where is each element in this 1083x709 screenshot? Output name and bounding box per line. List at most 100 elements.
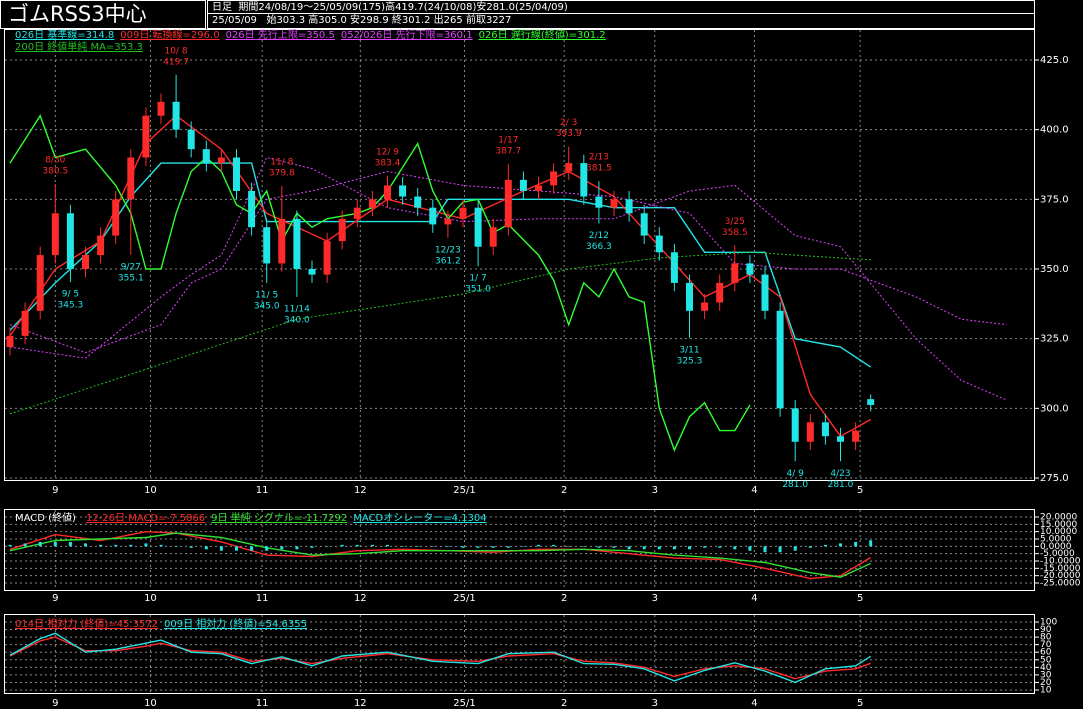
oscillator-bar (84, 543, 87, 547)
legend-entry: 026日 基準線=314.8 (15, 28, 114, 41)
candle-body (142, 115, 150, 158)
annotation-date: 12/23 (435, 245, 461, 255)
annotation-value: 393.9 (556, 129, 582, 139)
oscillator-bar (733, 546, 737, 550)
macd-panel-frame (4, 509, 1035, 591)
y-tick-label: 15.0000 (1040, 520, 1077, 530)
x-tick-label: 3 (652, 485, 658, 496)
y-tick-label: -20.0000 (1040, 571, 1081, 581)
y-tick-label: 0.0000 (1040, 542, 1072, 552)
x-tick-label: 12 (354, 485, 367, 496)
oscillator-bar (567, 546, 571, 547)
oscillator-bar (129, 544, 133, 547)
candle-body (761, 274, 769, 311)
candle-body (82, 255, 89, 269)
oscillator-bar (839, 543, 842, 547)
candle-body (157, 101, 165, 116)
oscillator-bar (869, 540, 873, 547)
annotation-date: 2/12 (589, 231, 609, 241)
candle-body (686, 282, 693, 311)
chart-title: ゴムRSS3中心 (8, 2, 147, 26)
annotation-date: 4/23 (830, 469, 850, 479)
oscillator-bar (703, 546, 707, 548)
oscillator-bar (38, 541, 42, 547)
candle-body (66, 213, 74, 269)
annotation-date: 2/13 (589, 153, 609, 163)
y-tick-label: -5.0000 (1040, 549, 1075, 559)
candle-body (504, 179, 512, 228)
oscillator-bar (219, 546, 223, 551)
oscillator-bar (325, 546, 329, 547)
oscillator-bar (657, 546, 661, 550)
y-tick-label: 10 (1040, 686, 1052, 696)
series-line (9, 170, 1007, 354)
annotation-value: 379.8 (269, 168, 295, 178)
legend-entry: 026日 遅行線(終値)=301.2 (479, 28, 606, 41)
candle-body (474, 207, 482, 247)
candle-body (6, 335, 14, 348)
annotation-date: 9/27 (121, 262, 141, 272)
annotation-date: 12/ 9 (376, 147, 399, 157)
candle-body (565, 163, 573, 172)
legend-entry: 009日 相対力 (終値)=54.6355 (164, 617, 307, 630)
oscillator-bar (672, 546, 676, 550)
x-tick-label: 5 (857, 485, 863, 496)
oscillator-bar (748, 546, 752, 551)
candle-body (414, 196, 422, 208)
x-tick-label: 4 (751, 698, 757, 709)
y-tick-label: 70 (1040, 640, 1052, 650)
candle-body (202, 149, 210, 164)
x-tick-label: 25/1 (453, 593, 475, 604)
annotation-value: 281.0 (782, 480, 808, 490)
x-tick-label: 25/1 (453, 698, 475, 709)
oscillator-bar (582, 546, 586, 547)
oscillator-bar (204, 546, 208, 550)
x-tick-label: 2 (561, 485, 567, 496)
annotation-value: 345.3 (58, 301, 84, 311)
x-tick-label: 2 (561, 698, 567, 709)
candle-body (368, 199, 376, 208)
legend-entry: 009日 転換線=296.0 (120, 28, 219, 41)
annotation-date: 11/14 (284, 304, 310, 314)
annotation-value: 351.0 (465, 285, 491, 295)
oscillator-bar (823, 544, 827, 547)
oscillator-bar (431, 546, 435, 547)
annotation-value: 281.0 (828, 480, 854, 490)
oscillator-bar (280, 546, 284, 550)
oscillator-bar (461, 546, 465, 548)
x-tick-label: 4 (751, 593, 757, 604)
candle-body (172, 101, 180, 130)
x-tick-label: 3 (652, 698, 658, 709)
candle-body (429, 207, 437, 225)
y-tick-label: 30 (1040, 670, 1052, 680)
candle-body (716, 282, 724, 303)
annotation-date: 9/ 5 (62, 290, 79, 300)
y-tick-label: 90 (1040, 625, 1052, 635)
candle-body (806, 422, 814, 442)
candle-body (399, 185, 407, 197)
annotation-date: 11/ 8 (270, 157, 293, 167)
annotation-value: 387.7 (495, 146, 521, 156)
candle-body (670, 252, 678, 283)
x-tick-label: 9 (52, 485, 58, 496)
x-tick-label: 2 (561, 593, 567, 604)
candle-body (263, 227, 271, 264)
oscillator-bar (340, 544, 344, 547)
candle-body (550, 171, 558, 186)
candle-body (308, 269, 316, 275)
annotation-date: 2/ 3 (560, 118, 577, 128)
y-tick-label: 60 (1040, 648, 1052, 658)
y-tick-label: 275.0 (1040, 473, 1069, 484)
oscillator-bar (401, 546, 405, 547)
candle-body (655, 235, 663, 253)
panel-title: MACD (終値) (15, 511, 76, 524)
y-tick-label: 20 (1040, 678, 1052, 688)
x-tick-label: 10 (144, 593, 157, 604)
oscillator-bar (159, 544, 163, 547)
y-tick-label: 425.0 (1040, 55, 1069, 66)
oscillator-bar (612, 546, 616, 548)
x-tick-label: 11 (256, 593, 269, 604)
x-tick-label: 11 (256, 485, 269, 496)
oscillator-bar (642, 546, 646, 550)
